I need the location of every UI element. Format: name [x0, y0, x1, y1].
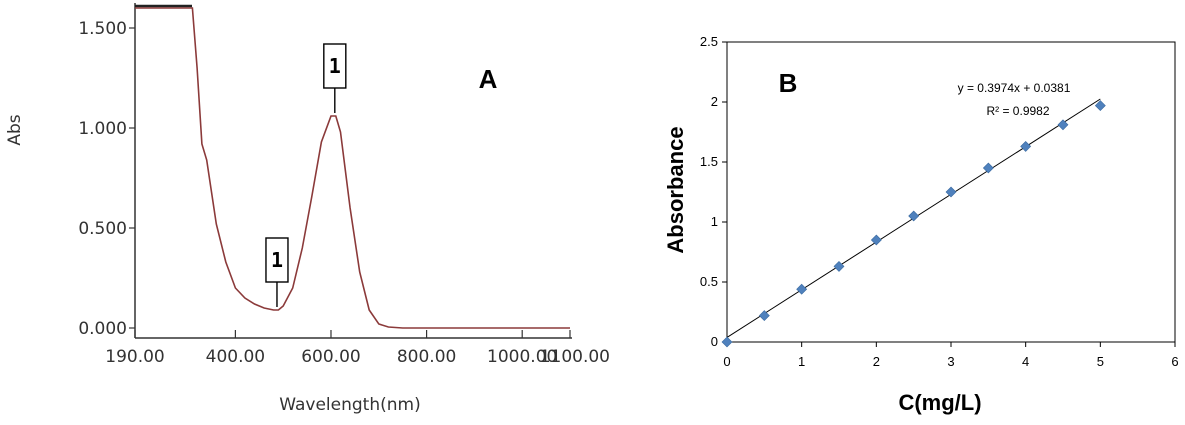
chart-b-x-tick-label: 5 — [1097, 354, 1104, 369]
chart-b-xlabel: C(mg/L) — [898, 390, 981, 415]
chart-b-x-tick-label: 4 — [1022, 354, 1029, 369]
chart-a-xlabel: Wavelength(nm) — [279, 395, 420, 415]
chart-b-y-tick-label: 2 — [711, 94, 718, 109]
chart-a-panel-label: A — [479, 64, 498, 94]
chart-b-y-tick-label: 0 — [711, 334, 718, 349]
chart-b-data-point — [1057, 119, 1069, 131]
chart-b-y-tick-label: 1.5 — [700, 154, 718, 169]
chart-a-x-tick-label: 600.00 — [301, 347, 360, 367]
peak-marker-box — [265, 237, 289, 283]
peak-marker-label: 1 — [329, 54, 341, 78]
chart-b-data-point — [945, 186, 957, 198]
chart-a-y-tick-label: 1.000 — [78, 119, 127, 139]
peak-marker-label: 1 — [271, 248, 283, 272]
chart-b-data-point — [721, 336, 733, 348]
chart-b-data-point — [1094, 100, 1106, 112]
chart-b-y-tick-label: 1 — [711, 214, 718, 229]
chart-b-data-point — [758, 310, 770, 322]
chart-a-x-tick-label: 400.00 — [206, 347, 265, 367]
chart-b-x-tick-label: 3 — [947, 354, 954, 369]
chart-b-y-tick-label: 0.5 — [700, 274, 718, 289]
chart-b-y-tick-label: 2.5 — [700, 34, 718, 49]
chart-a-ylabel: Abs — [5, 114, 25, 145]
chart-a-series-line — [135, 7, 570, 329]
chart-b-x-tick-label: 0 — [723, 354, 730, 369]
chart-b-x-tick-label: 1 — [798, 354, 805, 369]
chart-a-y-tick-label: 0.000 — [78, 319, 127, 339]
chart-b-data-point — [796, 283, 808, 295]
chart-a-y-tick-label: 1.500 — [78, 19, 127, 39]
chart-a-x-tick-label: 1000.00 — [487, 347, 557, 367]
chart-b-data-point — [1020, 140, 1032, 152]
chart-a-x-tick-label: 1100.00 — [540, 347, 610, 367]
chart-a-x-tick-label: 190.00 — [105, 347, 164, 367]
chart-a-x-tick-label: 800.00 — [397, 347, 456, 367]
chart-b-x-tick-label: 6 — [1171, 354, 1178, 369]
peak-marker-box — [323, 43, 347, 89]
chart-b-data-point — [870, 234, 882, 246]
chart-b-data-point — [833, 260, 845, 272]
chart-b-ylabel: Absorbance — [663, 126, 688, 253]
chart-b-r-squared: R² = 0.9982 — [986, 104, 1049, 118]
chart-b-data-point — [982, 162, 994, 174]
chart-b-panel-label: B — [779, 68, 798, 98]
chart-b: Absorbance C(mg/L) B 0 0.5 1 1.5 2 2.5 0 1 2 3 4 5 6… — [663, 34, 1179, 415]
chart-a-y-tick-label: 0.500 — [78, 219, 127, 239]
chart-a: Abs Wavelength(nm) A 0.000 0.500 1.000 1.50… — [5, 3, 610, 415]
chart-b-equation: y = 0.3974x + 0.0381 — [958, 81, 1071, 95]
chart-b-data-point — [908, 210, 920, 222]
chart-b-x-tick-label: 2 — [873, 354, 880, 369]
